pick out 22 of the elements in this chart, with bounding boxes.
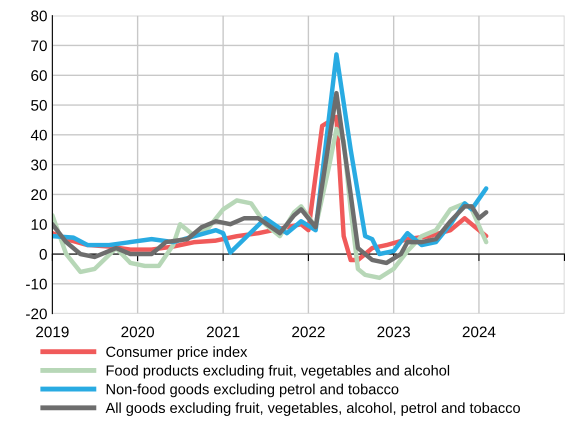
y-tick-label: 60 — [31, 70, 47, 81]
x-tick-label: 2020 — [121, 326, 154, 338]
line-series — [52, 90, 488, 266]
x-tick-label: 2024 — [462, 326, 496, 338]
y-tick-label: 40 — [30, 130, 47, 141]
legend-label: All goods excluding fruit, vegetables, alcohol, petrol and tobacco — [106, 402, 520, 416]
legend-label: Food products excluding fruit, vegetables and alcohol — [106, 364, 450, 379]
y-tick-label: -20 — [26, 308, 47, 320]
y-tick-label: -10 — [26, 278, 47, 290]
legend-label: Non-food goods excluding petrol and tobacco — [106, 384, 398, 398]
y-tick-label: 70 — [31, 40, 47, 52]
y-tick-label: 20 — [31, 189, 47, 200]
y-tick-label: 30 — [31, 160, 47, 170]
legend-label: Consumer price index — [106, 346, 248, 360]
y-tick-label: 80 — [31, 10, 47, 22]
x-tick-label: 2022 — [292, 326, 325, 338]
x-tick-label: 2021 — [206, 326, 240, 338]
x-tick-label: 2019 — [36, 326, 69, 338]
y-tick-label: 50 — [31, 100, 47, 111]
y-tick-label: 0 — [40, 248, 47, 260]
x-tick-label: 2023 — [377, 326, 410, 338]
y-tick-label: 10 — [32, 219, 47, 230]
